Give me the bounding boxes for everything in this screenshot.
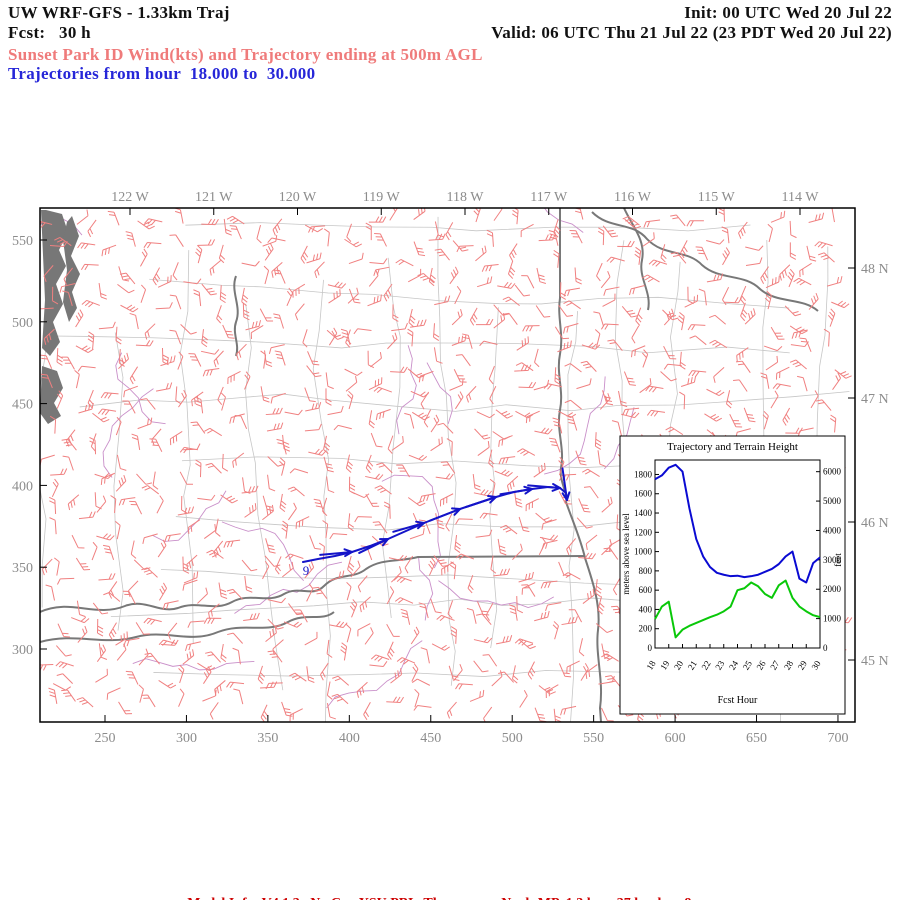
svg-text:45 N: 45 N (861, 654, 889, 669)
svg-text:550: 550 (583, 731, 604, 746)
map-frame (39, 207, 856, 723)
svg-text:250: 250 (95, 731, 116, 746)
inset-ylabel-right: feet (833, 553, 843, 567)
plot-subtitle-wind: Sunset Park ID Wind(kts) and Trajectory … (8, 45, 483, 64)
svg-text:600: 600 (639, 585, 653, 595)
svg-text:117 W: 117 W (530, 190, 568, 205)
inset-xlabel: Fcst Hour (718, 695, 758, 706)
init-time: Init: 00 UTC Wed 20 Jul 22 (684, 3, 892, 22)
svg-text:1600: 1600 (634, 489, 653, 499)
trajectory-path (302, 467, 571, 563)
trajectory-hour-label: 9 (303, 563, 310, 578)
model-title: UW WRF-GFS - 1.33km Traj (8, 3, 230, 22)
svg-text:300: 300 (176, 731, 197, 746)
header-row-1: UW WRF-GFS - 1.33km Traj Init: 00 UTC We… (8, 3, 892, 23)
svg-text:3000: 3000 (823, 555, 842, 565)
model-info: Model Info: V4.1.3 No Cu YSU PBL Thompso… (0, 856, 900, 900)
terrain-height-m-line (654, 579, 821, 639)
svg-text:118 W: 118 W (447, 190, 485, 205)
svg-text:500: 500 (12, 316, 33, 331)
header-row-2: Fcst: 30 h Valid: 06 UTC Thu 21 Jul 22 (… (8, 23, 892, 43)
svg-text:5000: 5000 (823, 496, 842, 506)
svg-text:121 W: 121 W (195, 190, 233, 205)
svg-text:120 W: 120 W (279, 190, 317, 205)
svg-text:116 W: 116 W (614, 190, 652, 205)
svg-text:0: 0 (823, 643, 828, 653)
svg-text:114 W: 114 W (782, 190, 820, 205)
svg-text:48 N: 48 N (861, 262, 889, 277)
svg-text:200: 200 (639, 624, 653, 634)
svg-text:500: 500 (502, 731, 523, 746)
svg-text:0: 0 (648, 643, 653, 653)
svg-text:600: 600 (665, 731, 686, 746)
inset-ylabel-left: meters above sea level (621, 513, 631, 595)
svg-text:450: 450 (12, 398, 33, 413)
svg-text:400: 400 (339, 731, 360, 746)
svg-text:47 N: 47 N (861, 392, 889, 407)
svg-text:1000: 1000 (634, 547, 653, 557)
svg-text:122 W: 122 W (111, 190, 149, 205)
svg-text:1400: 1400 (634, 508, 653, 518)
svg-text:1000: 1000 (823, 614, 842, 624)
model-info-line1: Model Info: V4.1.3 No Cu YSU PBL Thompso… (0, 894, 900, 900)
svg-text:550: 550 (12, 234, 33, 249)
inset-chart: Trajectory and Terrain Height 0 200 400 600 8… (619, 435, 846, 715)
plot-subtitle-trajectory: Trajectories from hour 18.000 to 30.000 (8, 64, 316, 83)
svg-text:115 W: 115 W (698, 190, 736, 205)
svg-text:22: 22 (699, 659, 712, 672)
svg-text:400: 400 (639, 604, 653, 614)
svg-text:119 W: 119 W (363, 190, 401, 205)
svg-text:21: 21 (686, 659, 699, 672)
svg-text:46 N: 46 N (861, 516, 889, 531)
svg-text:2000: 2000 (823, 584, 842, 594)
svg-text:350: 350 (257, 731, 278, 746)
svg-text:700: 700 (827, 731, 848, 746)
inset-title: Trajectory and Terrain Height (667, 441, 798, 453)
forecast-hour: Fcst: 30 h (8, 23, 91, 42)
svg-text:6000: 6000 (823, 467, 842, 477)
svg-text:450: 450 (420, 731, 441, 746)
svg-text:300: 300 (12, 643, 33, 658)
svg-text:400: 400 (12, 479, 33, 494)
svg-text:1200: 1200 (634, 527, 653, 537)
svg-text:4000: 4000 (823, 525, 842, 535)
rivers (40, 208, 635, 709)
svg-text:800: 800 (639, 566, 653, 576)
map-axis-labels: 122 W 121 W 120 W 119 W 118 W 117 W 116 W 115 W… (12, 190, 889, 746)
svg-text:1800: 1800 (634, 469, 653, 479)
trajectory-height-m-line (654, 463, 821, 584)
svg-text:350: 350 (12, 561, 33, 576)
valid-time: Valid: 06 UTC Thu 21 Jul 22 (23 PDT Wed … (491, 23, 892, 42)
svg-text:650: 650 (746, 731, 767, 746)
